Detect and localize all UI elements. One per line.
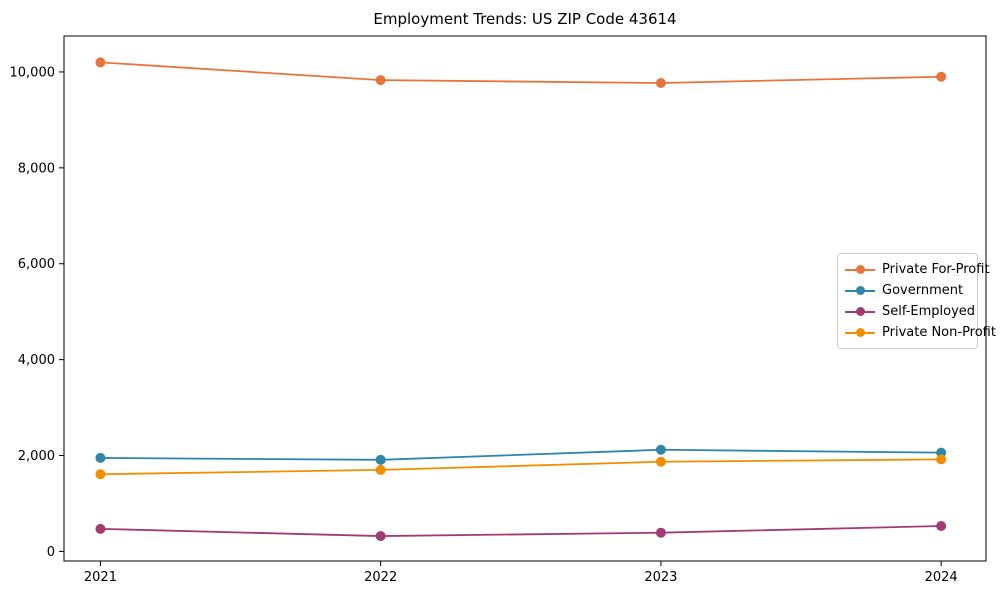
legend-swatch-line-icon [845, 285, 875, 296]
data-point-private-for-profit [95, 57, 106, 68]
legend-item-self-employed: Self-Employed [845, 301, 975, 322]
data-point-self-employed [655, 527, 666, 538]
legend-swatch-line-icon [845, 306, 875, 317]
series-line-government [100, 448, 942, 461]
y-tick-label: 10,000 [10, 65, 56, 80]
data-point-private-non-profit [375, 464, 386, 475]
chart-legend: Private For-Profit Government Self-Emplo… [837, 253, 996, 349]
x-tick-label: 2022 [364, 570, 397, 585]
data-point-private-for-profit [375, 75, 386, 86]
y-tick-label: 0 [47, 545, 55, 560]
legend-item-private-non-profit: Private Non-Profit [845, 322, 996, 343]
legend-item-private-for-profit: Private For-Profit [845, 259, 990, 280]
series-line-self-employed [100, 525, 942, 537]
x-tick-label: 2023 [644, 570, 677, 585]
axes-spines [63, 35, 987, 562]
legend-item-government: Government [845, 280, 970, 301]
y-tick-label: 8,000 [18, 161, 55, 176]
data-point-self-employed [95, 523, 106, 534]
data-point-private-non-profit [655, 456, 666, 467]
data-point-private-for-profit [655, 77, 666, 88]
data-point-government [655, 444, 666, 455]
data-point-government [95, 452, 106, 463]
legend-label: Government [882, 283, 964, 298]
data-point-self-employed [375, 531, 386, 542]
data-point-government [375, 454, 386, 465]
chart-title: Employment Trends: US ZIP Code 43614 [373, 10, 677, 28]
x-tick-label: 2021 [84, 570, 117, 585]
data-point-private-non-profit [936, 454, 947, 465]
legend-swatch-line-icon [845, 264, 875, 275]
data-point-self-employed [936, 521, 947, 531]
series-line-private-non-profit [100, 458, 942, 476]
y-tick-label: 6,000 [18, 257, 55, 272]
data-point-private-non-profit [95, 469, 106, 480]
legend-label: Self-Employed [882, 304, 976, 319]
x-tick-label: 2024 [925, 570, 958, 585]
y-tick-label: 4,000 [18, 353, 55, 368]
legend-swatch-line-icon [845, 327, 875, 338]
y-tick-label: 2,000 [18, 449, 55, 464]
series-line-private-for-profit [100, 61, 942, 84]
legend-label: Private Non-Profit [882, 325, 996, 340]
legend-label: Private For-Profit [882, 262, 990, 277]
data-point-private-for-profit [936, 71, 947, 82]
